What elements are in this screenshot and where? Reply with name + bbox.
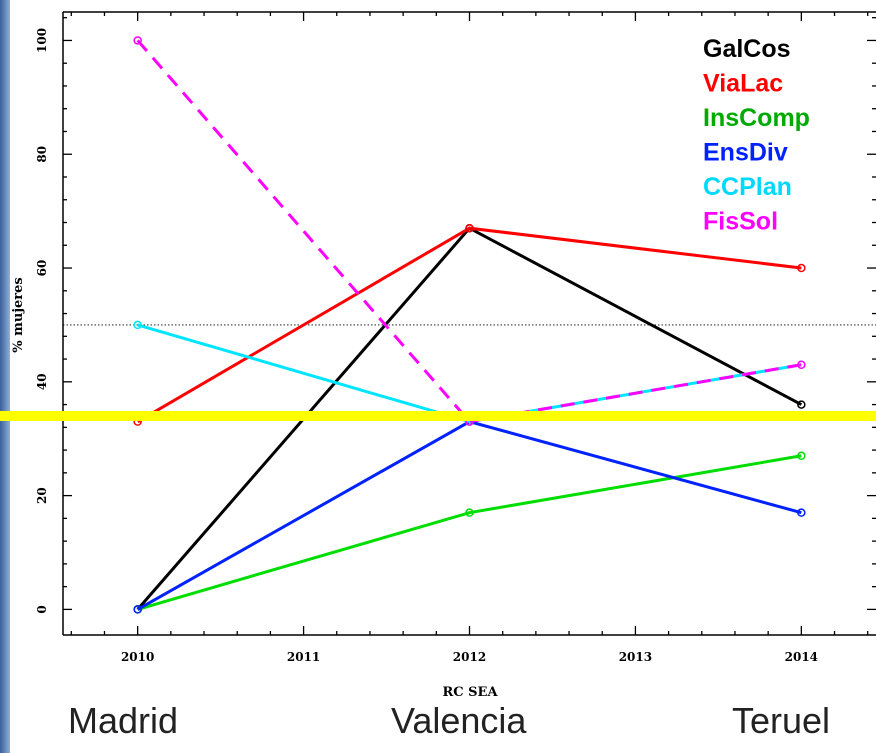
legend-entry-ensdiv: EnsDiv	[703, 139, 788, 167]
series-markers	[133, 36, 806, 614]
highlight-bar	[0, 410, 876, 421]
legend-entry-fissol: FisSol	[703, 208, 778, 236]
series-line-ccplan	[137, 323, 802, 424]
series-line-inscomp	[137, 454, 802, 611]
y-tick-label: 100	[35, 28, 49, 53]
data-point-fissol	[133, 36, 142, 45]
x-tick-label: 2013	[619, 650, 652, 664]
city-label-madrid: Madrid	[68, 700, 179, 741]
x-axis-ticks: 2010 2011 2012 2013 2014	[70, 12, 869, 664]
data-point-fissol	[797, 360, 806, 369]
data-point-inscomp	[465, 508, 474, 517]
data-point-vialac	[465, 223, 474, 233]
y-tick-label: 40	[35, 373, 49, 390]
data-point-ensdiv	[797, 508, 806, 517]
data-point-inscomp	[797, 451, 806, 461]
x-tick-label: 2012	[453, 650, 486, 664]
y-axis-label: % mujeres	[11, 277, 26, 353]
x-tick-label: 2011	[287, 650, 320, 664]
city-label-valencia: Valencia	[391, 700, 527, 741]
legend: GalCos ViaLac InsComp EnsDiv CCPlan FisSol	[703, 35, 810, 236]
legend-entry-inscomp: InsComp	[703, 104, 810, 132]
data-point-ccplan	[133, 320, 142, 330]
legend-entry-ccplan: CCPlan	[703, 173, 792, 201]
x-tick-label: 2014	[785, 650, 818, 664]
city-label-teruel: Teruel	[732, 700, 831, 741]
legend-entry-vialac: ViaLac	[703, 70, 783, 98]
legend-entry-galcos: GalCos	[703, 35, 791, 63]
slide-left-border	[0, 0, 10, 753]
series-line-fissol	[136, 39, 802, 424]
x-axis-label: RC SEA	[442, 685, 498, 700]
data-point-galcos	[797, 400, 806, 409]
x-tick-label: 2010	[121, 650, 154, 664]
series-lines	[136, 39, 803, 611]
y-tick-label: 0	[35, 605, 49, 613]
y-tick-label: 80	[35, 146, 49, 163]
y-axis-ticks: 0 20 40 60 80 100	[35, 17, 876, 614]
y-tick-label: 20	[35, 487, 49, 504]
data-point-vialac	[797, 263, 806, 273]
data-point-ensdiv	[133, 605, 142, 614]
y-tick-label: 60	[35, 260, 49, 277]
